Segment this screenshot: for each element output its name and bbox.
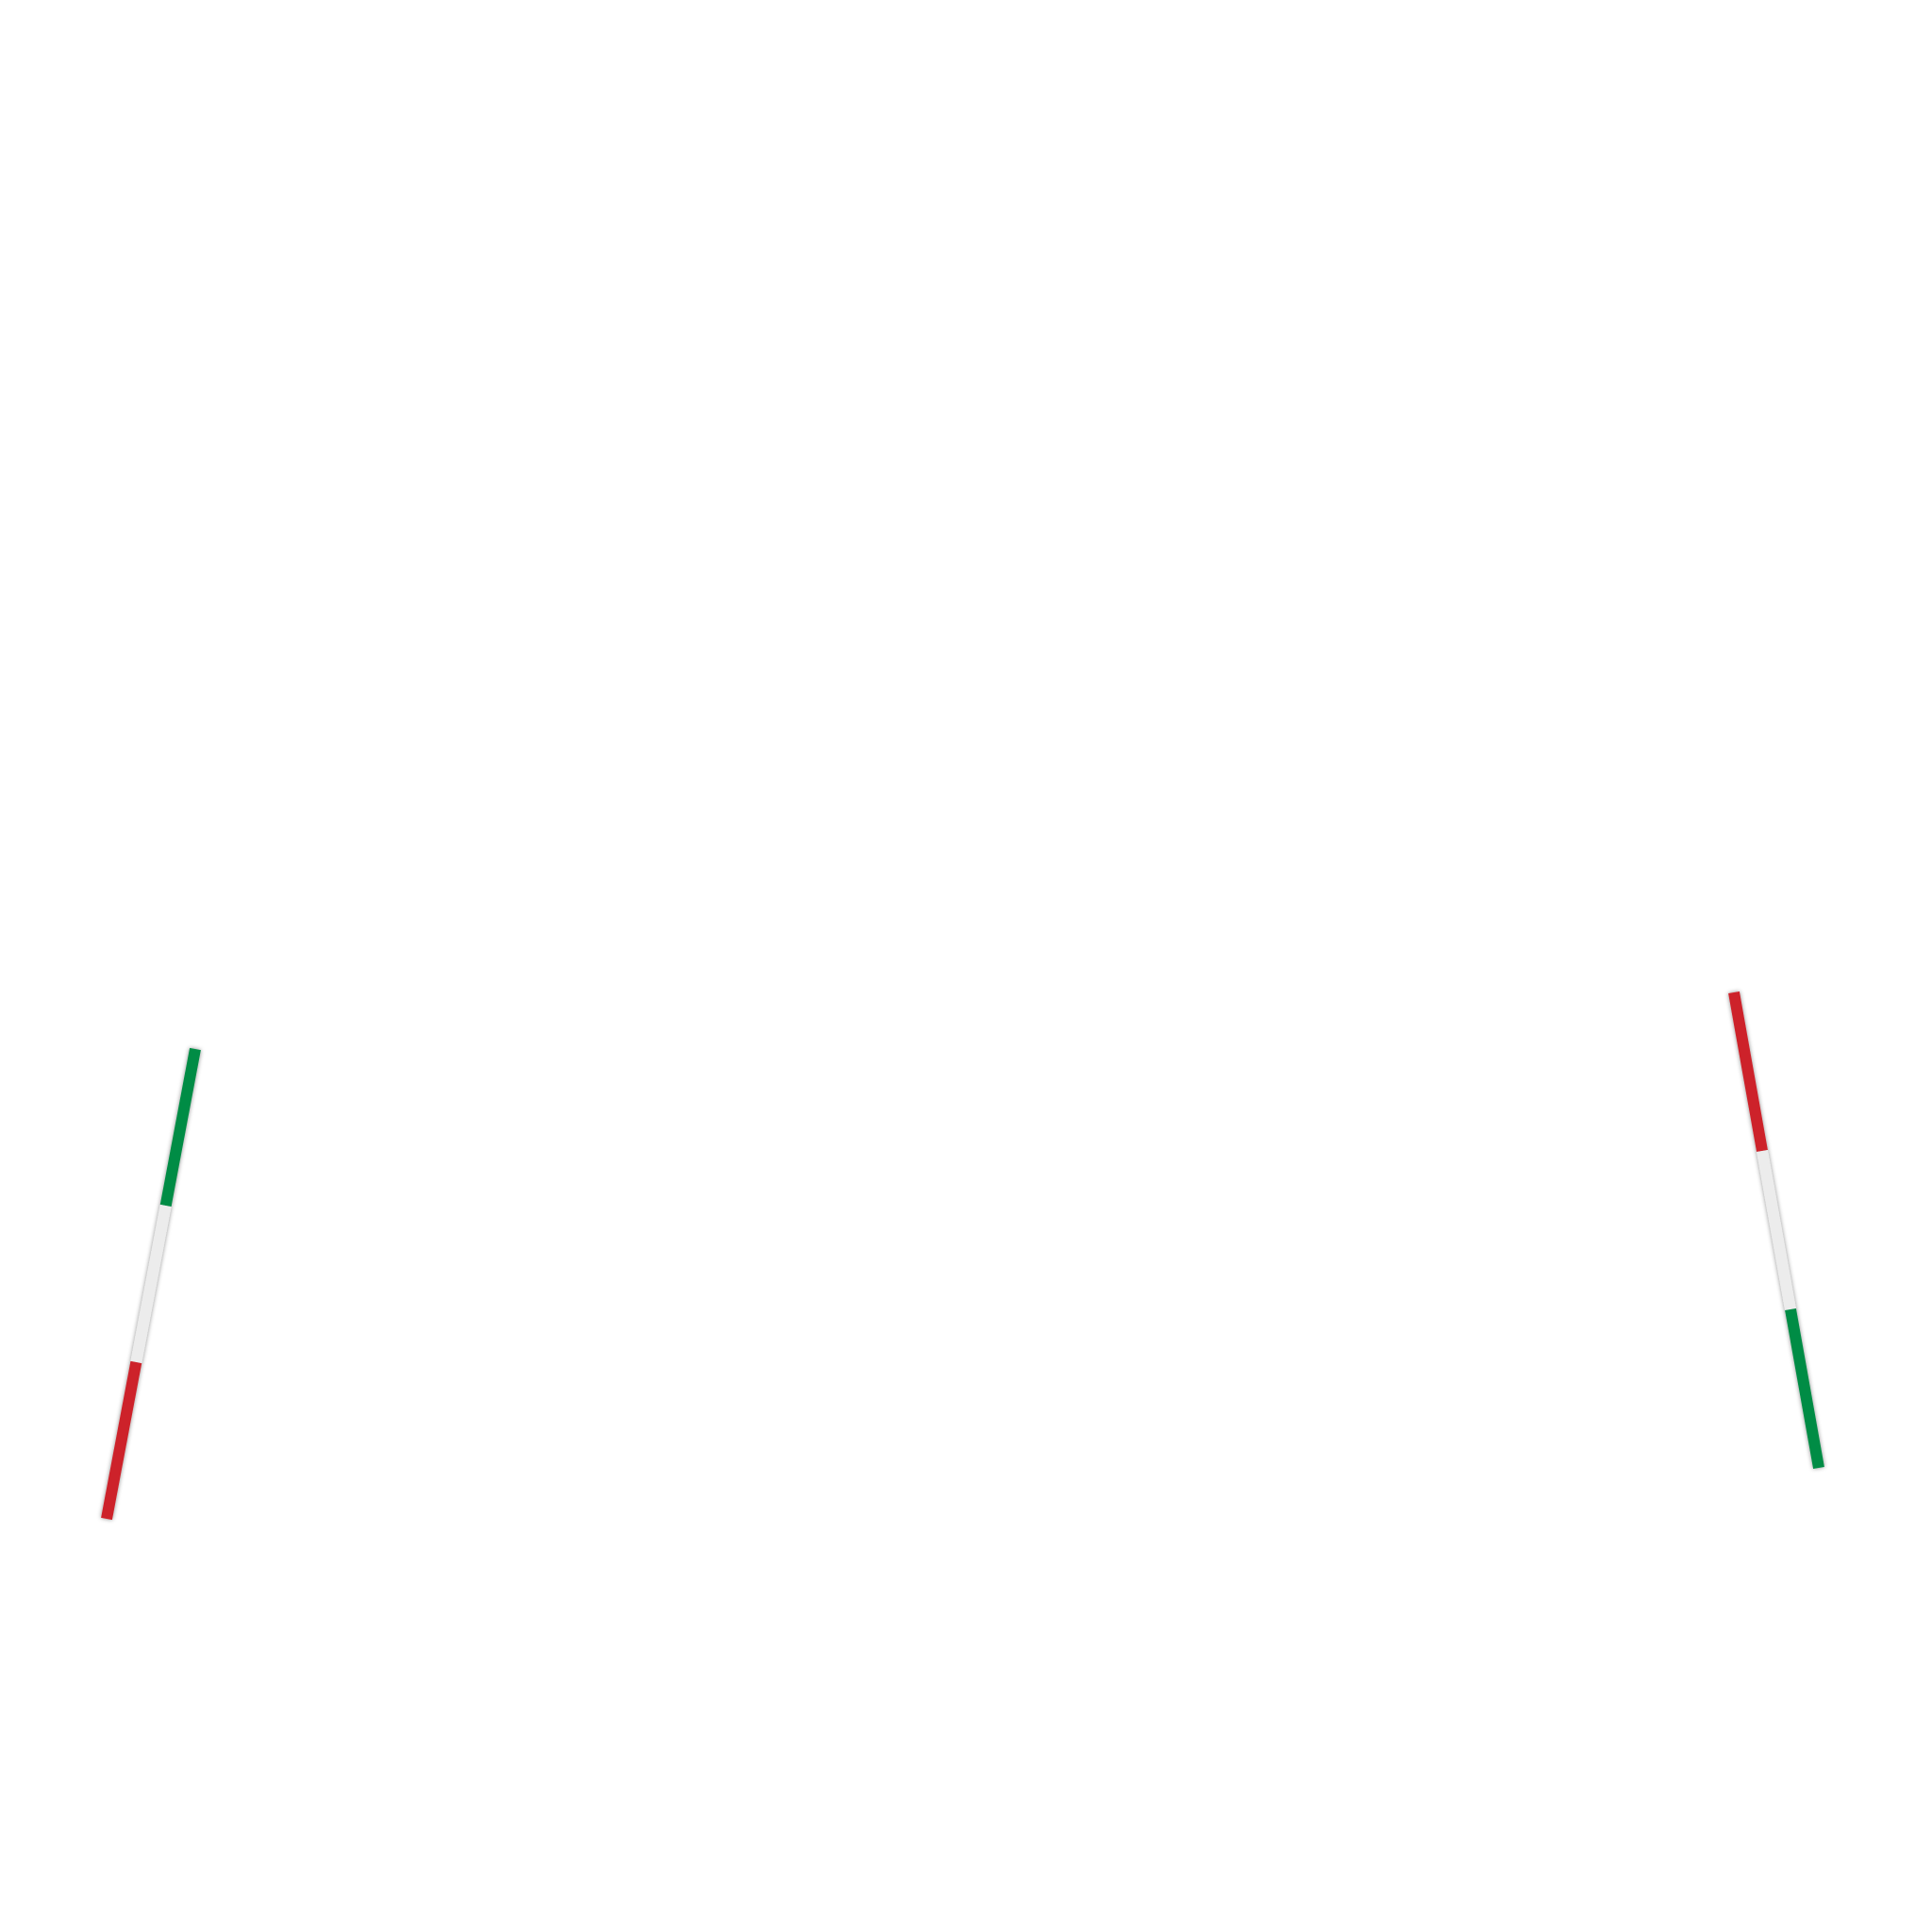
stripe-segment-red (1728, 991, 1768, 1153)
stripe-segment-green (159, 1047, 201, 1208)
stripe-segment-green (1785, 1307, 1824, 1470)
stripe-segment-red (101, 1360, 142, 1521)
left-tricolor-stripe (101, 1047, 201, 1521)
right-tricolor-stripe (1728, 991, 1824, 1470)
stripe-segment-white (1757, 1149, 1796, 1311)
stripe-segment-white (130, 1204, 172, 1364)
